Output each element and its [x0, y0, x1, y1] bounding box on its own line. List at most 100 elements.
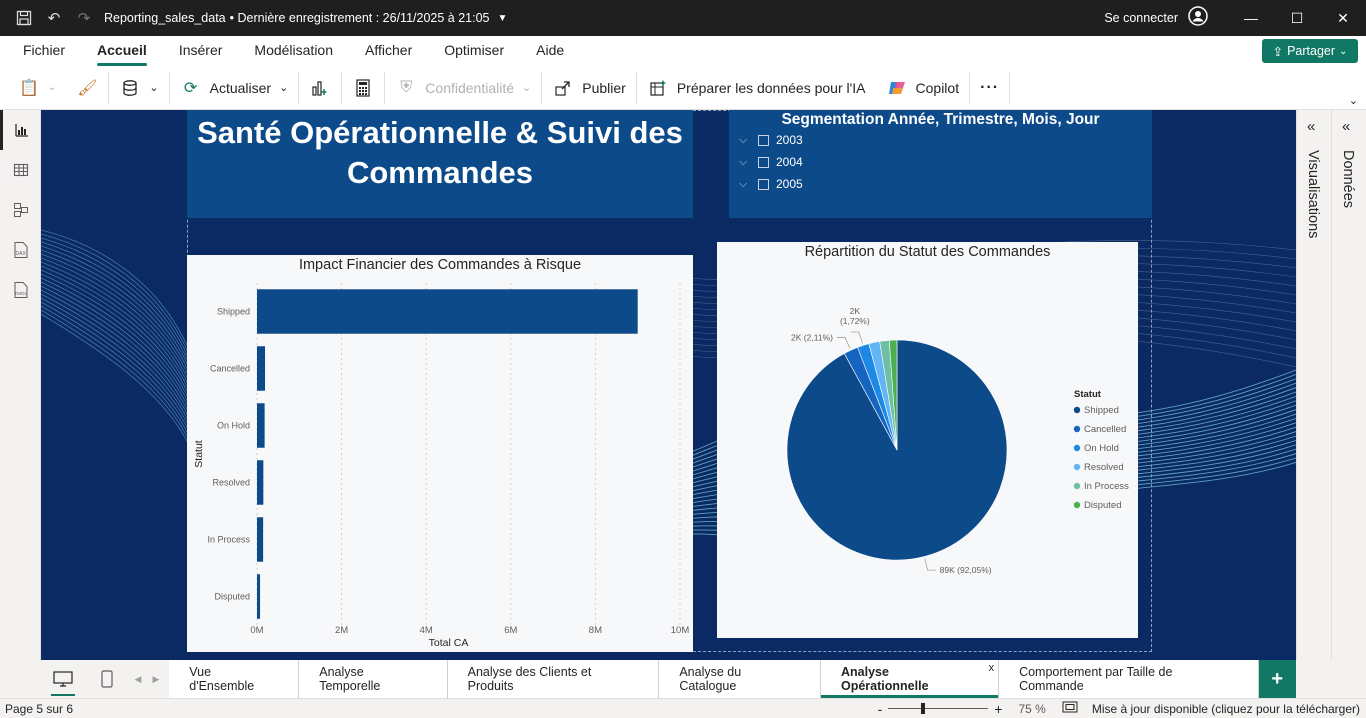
- copilot-button[interactable]: Copilot: [876, 72, 970, 104]
- donnees-label[interactable]: Données: [1340, 150, 1356, 209]
- report-view-icon[interactable]: [0, 110, 41, 150]
- chevron-down-icon[interactable]: ▼: [497, 12, 508, 24]
- legend-marker: [1073, 444, 1081, 452]
- get-data-button[interactable]: ⌄: [109, 72, 168, 104]
- report-canvas[interactable]: Santé Opérationnelle & Suivi des Command…: [41, 110, 1296, 660]
- bar-chart: 0M 2M 4M 6M 8M 10M Shipped Cancelled On Hold Reso…: [193, 283, 689, 649]
- tab-analyse-catalogue[interactable]: Analyse du Catalogue: [659, 660, 821, 698]
- legend-item: In Process: [1084, 481, 1129, 492]
- desktop-layout-icon[interactable]: [41, 671, 85, 696]
- publish-label: Publier: [582, 79, 626, 96]
- paste-button[interactable]: 📋 ⌄: [0, 72, 66, 104]
- slicer-item[interactable]: ⌵ 2003: [739, 129, 1152, 151]
- x-tick-label: 8M: [589, 625, 602, 636]
- new-visual-button[interactable]: [299, 72, 341, 104]
- checkbox[interactable]: [758, 134, 769, 146]
- database-icon: [119, 77, 141, 99]
- tab-analyse-temporelle[interactable]: Analyse Temporelle: [299, 660, 448, 698]
- prepare-ai-button[interactable]: Préparer les données pour l'IA: [637, 72, 876, 104]
- close-tab-icon[interactable]: x: [988, 662, 995, 674]
- separator: [298, 71, 300, 104]
- tab-label: Analyse Opérationnelle: [841, 665, 929, 693]
- pie-slice: [888, 339, 898, 451]
- tab-vue-ensemble[interactable]: Vue d'Ensemble: [169, 660, 300, 698]
- dax-query-icon[interactable]: DAX: [0, 230, 41, 270]
- refresh-button[interactable]: ⟳ Actualiser ⌄: [170, 72, 299, 104]
- mobile-layout-icon[interactable]: [85, 670, 129, 688]
- add-page-button[interactable]: +: [1258, 660, 1296, 698]
- ribbon-toolbar: 📋 ⌄ 🖌 ⌄ ⟳ Actualiser ⌄ ⛨ Confidentialité …: [0, 66, 1366, 110]
- pie-chart-card[interactable]: Répartition du Statut des Commandes 89K …: [717, 242, 1138, 638]
- legend-marker: [1073, 463, 1081, 471]
- expand-pane-icon[interactable]: «: [1307, 118, 1316, 135]
- redo-icon[interactable]: ↷: [77, 10, 91, 27]
- bar: [257, 403, 265, 448]
- checkbox[interactable]: [758, 178, 769, 190]
- undo-icon[interactable]: ↶: [47, 10, 61, 27]
- visualisations-pane[interactable]: « Visualisations: [1297, 110, 1332, 660]
- separator: [635, 71, 637, 104]
- close-button[interactable]: ✕: [1337, 9, 1349, 26]
- tab-scroll-left-icon[interactable]: ◀: [134, 673, 142, 684]
- x-tick-label: 2M: [335, 625, 348, 636]
- menu-modelisation[interactable]: Modélisation: [254, 42, 334, 58]
- signin-link[interactable]: Se connecter: [1104, 11, 1178, 25]
- format-painter-button[interactable]: 🖌: [66, 72, 108, 104]
- update-available-link[interactable]: Mise à jour disponible (cliquez pour la …: [1091, 701, 1360, 716]
- menu-optimiser[interactable]: Optimiser: [444, 42, 505, 58]
- expand-chevron-icon[interactable]: ⌵: [739, 133, 748, 146]
- model-view-icon[interactable]: [0, 190, 41, 230]
- menu-aide[interactable]: Aide: [536, 42, 565, 58]
- slicer-item[interactable]: ⌵ 2005: [739, 173, 1152, 195]
- right-panes: « Visualisations « Données: [1296, 110, 1366, 660]
- share-button[interactable]: ⇪ Partager ⌄: [1262, 39, 1358, 63]
- bar-chart-card[interactable]: Impact Financier des Commandes à Risque …: [187, 255, 693, 652]
- expand-pane-icon[interactable]: «: [1342, 118, 1351, 135]
- menu-afficher[interactable]: Afficher: [365, 42, 413, 58]
- category-label: Disputed: [214, 592, 250, 602]
- avatar-icon[interactable]: [1188, 5, 1208, 31]
- tmdl-view-icon[interactable]: TMDL: [0, 270, 41, 310]
- slicer-item[interactable]: ⌵ 2004: [739, 151, 1152, 173]
- menu-fichier[interactable]: Fichier: [23, 42, 66, 58]
- legend-marker: [1073, 501, 1081, 509]
- date-slicer[interactable]: Segmentation Année, Trimestre, Mois, Jou…: [729, 110, 1152, 218]
- tab-scroll-right-icon[interactable]: ▶: [152, 673, 160, 684]
- y-axis-title: Statut: [193, 440, 205, 468]
- zoom-level[interactable]: 75 %: [1018, 701, 1046, 716]
- new-measure-button[interactable]: [342, 72, 384, 104]
- view-rail: DAX TMDL: [0, 110, 41, 660]
- tab-analyse-clients-produits[interactable]: Analyse des Clients et Produits: [447, 660, 660, 698]
- clipboard-icon: 📋: [19, 79, 39, 97]
- fit-to-page-icon[interactable]: [1062, 701, 1078, 716]
- tab-analyse-operationnelle[interactable]: Analyse Opérationnelle x: [821, 660, 1000, 698]
- privacy-button[interactable]: ⛨ Confidentialité ⌄: [385, 72, 541, 104]
- checkbox[interactable]: [758, 156, 769, 168]
- minimize-button[interactable]: —: [1244, 10, 1258, 26]
- menu-inserer[interactable]: Insérer: [178, 42, 223, 58]
- save-icon[interactable]: [12, 6, 36, 30]
- report-title[interactable]: Santé Opérationnelle & Suivi des Command…: [187, 110, 693, 218]
- table-view-icon[interactable]: [0, 150, 41, 190]
- maximize-button[interactable]: ☐: [1290, 9, 1304, 26]
- chevron-down-icon: ⌄: [1339, 45, 1348, 57]
- tab-comportement-taille[interactable]: Comportement par Taille de Commande: [999, 660, 1259, 698]
- more-button[interactable]: ···: [980, 78, 1000, 96]
- zoom-slider[interactable]: [888, 702, 989, 716]
- zoom-in-button[interactable]: +: [994, 700, 1003, 717]
- expand-chevron-icon[interactable]: ⌵: [739, 155, 748, 168]
- collapse-ribbon-icon[interactable]: ⌄: [1348, 95, 1358, 107]
- page-indicator: Page 5 sur 6: [5, 701, 74, 716]
- file-title: Reporting_sales_data: [104, 11, 226, 25]
- chart-add-icon: [309, 77, 331, 99]
- refresh-icon: ⟳: [183, 79, 198, 97]
- visualisations-label[interactable]: Visualisations: [1305, 150, 1321, 239]
- publish-button[interactable]: Publier: [542, 72, 636, 104]
- bar: [257, 517, 264, 562]
- expand-chevron-icon[interactable]: ⌵: [739, 177, 748, 190]
- legend-item: Resolved: [1084, 462, 1124, 473]
- zoom-out-button[interactable]: -: [877, 700, 883, 717]
- share-icon: ⇪: [1272, 44, 1284, 59]
- menu-accueil[interactable]: Accueil: [81, 42, 163, 66]
- data-pane[interactable]: « Données: [1332, 110, 1366, 660]
